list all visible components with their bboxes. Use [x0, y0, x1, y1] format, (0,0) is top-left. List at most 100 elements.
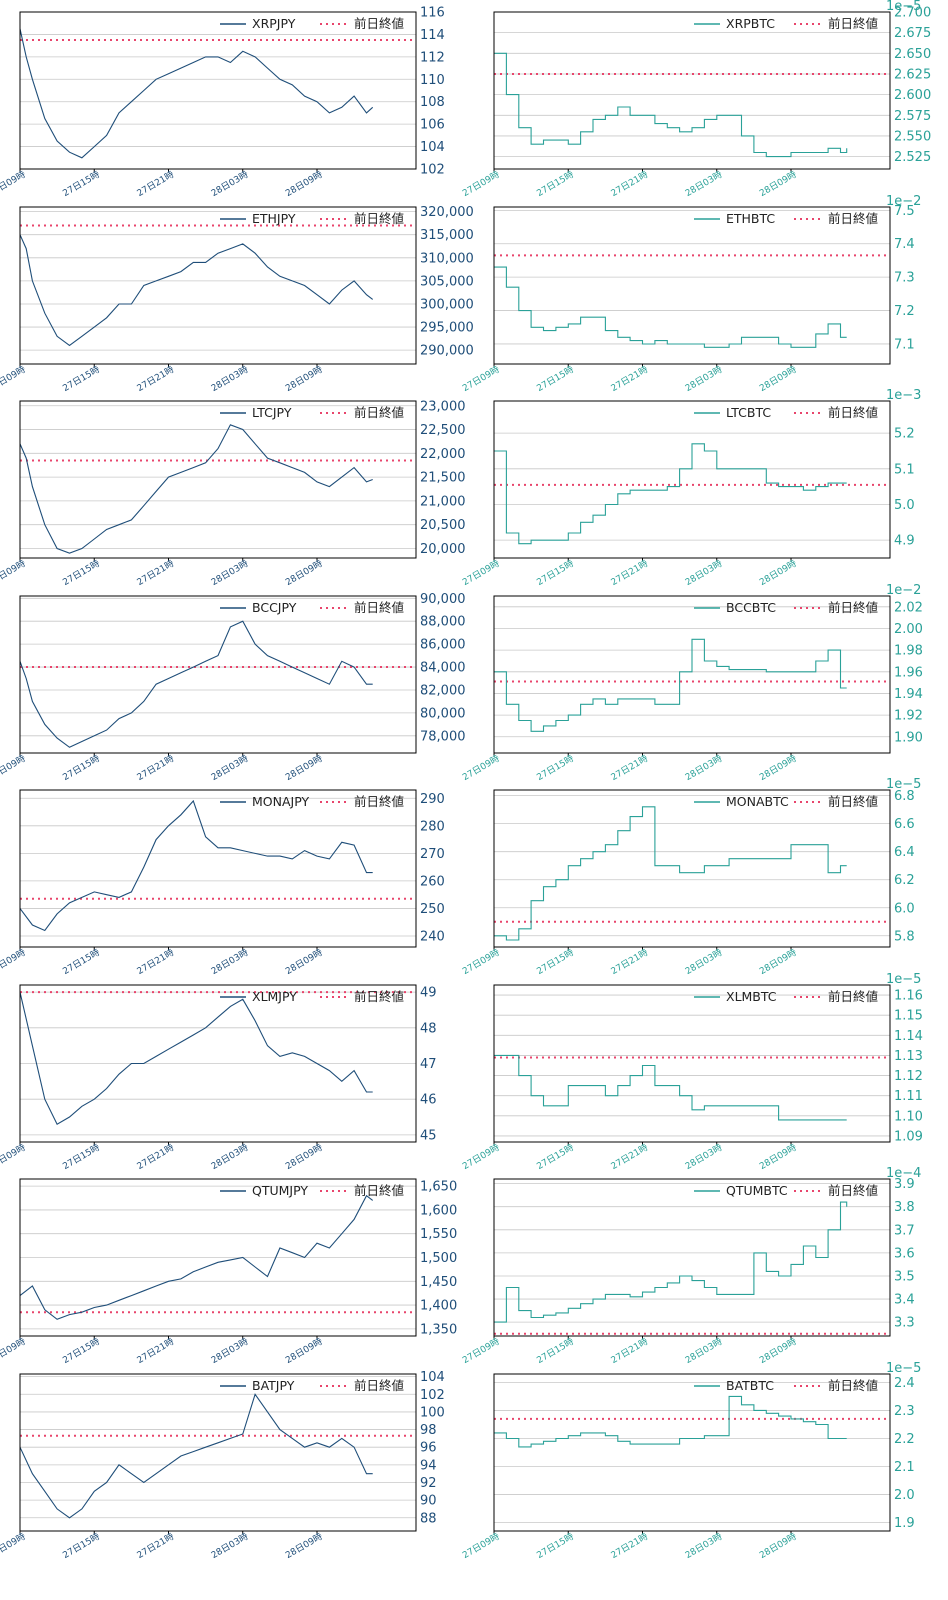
series-line-monajpy [19, 799, 373, 932]
chart-svg: 78,000 80,000 82,000 84,000 86,000 88,000 90,0… [0, 591, 466, 782]
y-tick-label: 280 [420, 819, 445, 834]
y-tick-label: 88,000 [420, 614, 466, 629]
legend-prev-close-label: 前日終値 [354, 1183, 404, 1198]
axis-offset-label: 1e−5 [886, 1361, 921, 1376]
y-tick-label: 240 [420, 929, 445, 944]
y-tick-label: 1,450 [420, 1275, 457, 1290]
legend-series-label: BCCJPY [252, 600, 297, 615]
chart-panel-monabtc: 5.8 6.0 6.2 6.4 6.6 6.8 1e−5 27日09時 27日15時 27日21時… [461, 777, 948, 977]
legend-prev-close-label: 前日終値 [354, 989, 404, 1004]
y-tick-label: 3.7 [894, 1223, 915, 1238]
y-tick-label: 49 [420, 985, 437, 1000]
plot-frame [19, 595, 417, 753]
legend-series-label: LTCJPY [252, 405, 292, 420]
legend-prev-close-label: 前日終値 [828, 600, 878, 615]
y-tick-label: 106 [420, 118, 445, 133]
y-tick-label: 3.8 [894, 1200, 915, 1215]
y-tick-label: 2.650 [894, 47, 931, 62]
y-tick-label: 2.550 [894, 129, 931, 144]
legend-prev-close-label: 前日終値 [828, 989, 878, 1004]
y-tick-label: 7.2 [894, 304, 915, 319]
y-tick-label: 1.14 [894, 1028, 923, 1043]
chart-panel-batjpy: 88 90 92 94 96 98 100 102 104 27日09時 27日15時 27日21時 2… [0, 1362, 474, 1561]
series-line-qtumjpy [19, 1194, 374, 1320]
y-tick-label: 48 [420, 1021, 437, 1036]
y-tick-label: 47 [420, 1057, 437, 1072]
y-tick-label: 7.5 [894, 203, 915, 218]
x-tick-label: 27日21時 [135, 1531, 176, 1561]
legend-series-label: BCCBTC [726, 600, 776, 615]
legend-series-label: XLMBTC [726, 989, 777, 1004]
chart-panel-bccbtc: 1.90 1.92 1.94 1.96 1.98 2.00 2.02 1e−2 27日09時 27… [461, 583, 948, 783]
plot-frame [493, 1373, 891, 1531]
legend-prev-close-label: 前日終値 [828, 794, 878, 809]
y-tick-label: 270 [420, 847, 445, 862]
y-tick-label: 45 [420, 1128, 437, 1143]
chart-svg: 2.525 2.550 2.575 2.600 2.625 2.650 2.675 2.700… [461, 0, 932, 199]
y-tick-label: 2.0 [894, 1488, 915, 1503]
y-tick-label: 78,000 [420, 729, 466, 744]
y-tick-label: 6.8 [894, 789, 915, 804]
y-tick-label: 290,000 [420, 343, 474, 358]
y-tick-label: 1,500 [420, 1251, 457, 1266]
legend-series-label: BATJPY [252, 1378, 295, 1393]
series-line-qtumbtc [494, 1201, 848, 1323]
y-tick-label: 1.98 [894, 643, 923, 658]
y-tick-label: 46 [420, 1092, 437, 1107]
chart-panel-bccjpy: 78,000 80,000 82,000 84,000 86,000 88,000 90,0… [0, 584, 474, 782]
y-tick-label: 1,400 [420, 1299, 457, 1314]
series-line-xrpjpy [19, 28, 374, 159]
plot-frame [493, 984, 891, 1142]
series-line-xlmbtc [494, 1054, 847, 1120]
y-tick-label: 250 [420, 902, 445, 917]
y-tick-label: 20,500 [420, 518, 466, 533]
legend-prev-close-label: 前日終値 [828, 1378, 878, 1393]
x-tick-label: 28日03時 [209, 1531, 250, 1561]
y-tick-label: 82,000 [420, 683, 466, 698]
plot-frame [493, 400, 891, 559]
y-tick-label: 100 [420, 1405, 445, 1420]
axis-offset-label: 1e−3 [886, 388, 921, 403]
series-line-monabtc [494, 806, 847, 941]
chart-panel-monajpy: 240 250 260 270 280 290 27日09時 27日15時 27日21時 28日0… [0, 778, 474, 977]
legend-series-label: XRPJPY [252, 16, 296, 31]
y-tick-label: 84,000 [420, 660, 466, 675]
legend-series-label: ETHBTC [726, 211, 775, 226]
y-tick-label: 1.92 [894, 708, 923, 723]
axis-offset-label: 1e−2 [886, 583, 921, 598]
y-tick-label: 260 [420, 874, 445, 889]
y-tick-label: 1,600 [420, 1203, 457, 1218]
axis-offset-label: 1e−5 [886, 972, 921, 987]
legend-series-label: QTUMBTC [726, 1183, 788, 1198]
y-tick-label: 3.4 [894, 1293, 915, 1308]
y-tick-label: 23,000 [420, 399, 466, 414]
y-tick-label: 1,650 [420, 1180, 457, 1195]
y-tick-label: 315,000 [420, 228, 474, 243]
legend-prev-close-label: 前日終値 [828, 1183, 878, 1198]
y-tick-label: 90,000 [420, 591, 466, 606]
y-tick-label: 2.575 [894, 109, 931, 124]
y-tick-label: 2.625 [894, 67, 931, 82]
y-tick-label: 2.675 [894, 26, 931, 41]
legend-prev-close-label: 前日終値 [354, 794, 404, 809]
y-tick-label: 7.3 [894, 270, 915, 285]
chart-svg: 20,000 20,500 21,000 21,500 22,000 22,500 23,0… [0, 399, 466, 588]
plot-frame [19, 206, 417, 364]
chart-svg: 1,3501,4001,4501,5001,5501,6001,65027日09… [0, 1178, 457, 1366]
y-tick-label: 290 [420, 792, 445, 807]
y-tick-label: 114 [420, 28, 445, 43]
y-tick-label: 2.525 [894, 150, 931, 165]
x-tick-label: 27日15時 [61, 1531, 102, 1561]
y-tick-label: 2.600 [894, 88, 931, 103]
x-tick-label: 27日09時 [0, 1531, 27, 1561]
y-tick-label: 112 [420, 50, 445, 65]
chart-panel-xrpjpy: 102 104 106 108 110 112 114 116 27日09時 27日15時 27日2… [0, 0, 474, 200]
chart-panel-ethbtc: 7.1 7.2 7.3 7.4 7.5 1e−2 27日09時 27日15時 27日21時 28日… [461, 194, 948, 394]
y-tick-label: 94 [420, 1458, 437, 1473]
y-tick-label: 80,000 [420, 706, 466, 721]
y-tick-label: 2.700 [894, 6, 931, 21]
